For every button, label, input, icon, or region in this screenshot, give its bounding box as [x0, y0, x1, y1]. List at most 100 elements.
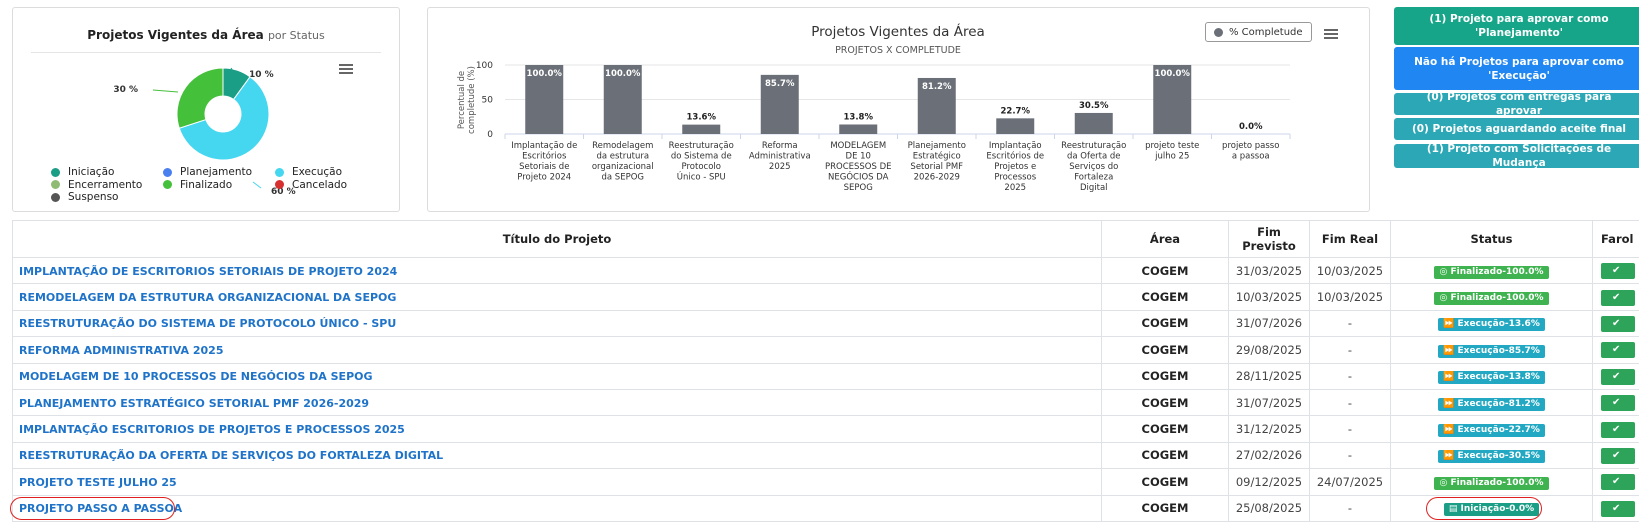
fim-real-cell: -	[1309, 362, 1391, 390]
farol-check-icon[interactable]: ✔	[1601, 289, 1635, 306]
area-cell: COGEM	[1101, 441, 1229, 470]
project-title-link[interactable]: REFORMA ADMINISTRATIVA 2025	[19, 343, 224, 357]
donut-legend-item[interactable]: Planejamento	[163, 166, 275, 178]
project-title-link[interactable]: IMPLANTAÇÃO ESCRITORIOS DE PROJETOS E PR…	[19, 423, 405, 437]
project-title-link[interactable]: PLANEJAMENTO ESTRATÉGICO SETORIAL PMF 20…	[19, 396, 370, 410]
side-action-button-3[interactable]: (0) Projetos aguardando aceite final	[1394, 118, 1639, 140]
fast-forward-icon: ⏩	[1443, 372, 1458, 383]
project-title-link[interactable]: REMODELAGEM DA ESTRUTURA ORGANIZACIONAL …	[19, 291, 397, 305]
header-fim-previsto[interactable]: Fim Previsto	[1228, 220, 1310, 258]
status-badge[interactable]: ⏩ Execução-85.7%	[1438, 344, 1545, 358]
donut-legend-item[interactable]: Suspenso	[51, 191, 163, 203]
legend-dot-icon	[51, 167, 60, 177]
bar-5[interactable]	[917, 77, 956, 134]
status-badge[interactable]: ⏩ Execução-13.8%	[1438, 371, 1545, 385]
status-badge[interactable]: ⏩ Execução-22.7%	[1438, 424, 1545, 438]
bar-chart-subtitle: PROJETOS X COMPLETUDE	[835, 45, 961, 56]
farol-check-icon[interactable]: ✔	[1601, 395, 1635, 412]
bar-6[interactable]	[996, 118, 1035, 134]
side-action-button-2[interactable]: (0) Projetos com entregas para aprovar	[1394, 91, 1639, 117]
bar-3[interactable]	[760, 74, 799, 134]
status-badge[interactable]: ◎ Finalizado-100.0%	[1434, 292, 1549, 306]
project-title-link[interactable]: REESTRUTURAÇÃO DA OFERTA DE SERVIÇOS DO …	[19, 449, 444, 463]
bar-legend[interactable]: % Completude	[1205, 22, 1312, 42]
donut-slice-2[interactable]	[176, 67, 224, 129]
farol-cell: ✔	[1592, 388, 1639, 417]
farol-check-icon[interactable]: ✔	[1601, 447, 1635, 464]
bar-0[interactable]	[525, 65, 564, 134]
area-cell: COGEM	[1101, 336, 1229, 364]
table-row: IMPLANTAÇÃO DE ESCRITORIOS SETORIAIS DE …	[12, 256, 1639, 285]
farol-cell: ✔	[1592, 309, 1639, 338]
farol-check-icon[interactable]: ✔	[1601, 342, 1635, 359]
donut-slice-1[interactable]	[178, 76, 270, 161]
status-badge-label: Execução-13.8%	[1457, 372, 1540, 383]
bar-7[interactable]	[1074, 112, 1113, 134]
farol-check-icon[interactable]: ✔	[1601, 368, 1635, 385]
donut-legend-item[interactable]: Encerramento	[51, 179, 163, 191]
status-badge[interactable]: ◎ Finalizado-100.0%	[1434, 265, 1549, 279]
farol-check-icon[interactable]: ✔	[1601, 474, 1635, 491]
donut-menu-icon[interactable]	[339, 64, 353, 74]
fim-real-cell: 10/03/2025	[1309, 283, 1391, 311]
farol-check-icon[interactable]: ✔	[1601, 421, 1635, 438]
bar-category-label-5: Planejamento Estratégico Setorial PMF 2026-…	[908, 141, 966, 183]
status-badge[interactable]: ▤ Iniciação-0.0%	[1443, 503, 1540, 517]
header-area[interactable]: Área	[1101, 220, 1229, 258]
donut-connector-2	[152, 89, 179, 93]
donut-legend-item[interactable]: Iniciação	[51, 166, 163, 178]
bar-category-label-6: Implantação Escritórios de Projetos e Proce…	[986, 141, 1044, 193]
title-cell: REESTRUTURAÇÃO DO SISTEMA DE PROTOCOLO Ú…	[12, 309, 1102, 338]
status-cell: ⏩ Execução-30.5%	[1390, 441, 1593, 470]
bar-2[interactable]	[682, 124, 721, 134]
header-status[interactable]: Status	[1390, 220, 1593, 258]
project-title-link[interactable]: PROJETO TESTE JULHO 25	[19, 475, 177, 489]
farol-check-icon[interactable]: ✔	[1601, 500, 1635, 517]
legend-label: Iniciação	[68, 166, 115, 179]
status-badge[interactable]: ◎ Finalizado-100.0%	[1434, 476, 1549, 490]
side-action-button-1[interactable]: Não há Projetos para aprovar como 'Execuç…	[1394, 47, 1639, 90]
bar-1[interactable]	[603, 65, 642, 134]
title-cell: IMPLANTAÇÃO ESCRITORIOS DE PROJETOS E PR…	[12, 415, 1102, 443]
title-cell: REMODELAGEM DA ESTRUTURA ORGANIZACIONAL …	[12, 283, 1102, 311]
project-title-link[interactable]: IMPLANTAÇÃO DE ESCRITORIOS SETORIAIS DE …	[19, 264, 398, 278]
status-badge[interactable]: ⏩ Execução-81.2%	[1438, 397, 1545, 411]
fast-forward-icon: ⏩	[1443, 451, 1458, 462]
project-title-link[interactable]: REESTRUTURAÇÃO DO SISTEMA DE PROTOCOLO Ú…	[19, 317, 397, 331]
fim-real-cell: -	[1309, 494, 1391, 522]
side-action-button-0[interactable]: (1) Projeto para aprovar como 'Planejamen…	[1394, 7, 1639, 45]
donut-legend-item[interactable]: Execução	[275, 166, 387, 178]
side-action-button-4[interactable]: (1) Projeto com Solicitações de Mudança	[1394, 143, 1639, 169]
donut-slice-label-2: 30 %	[113, 85, 138, 95]
bar-y-tick-label: 100	[476, 61, 493, 71]
status-badge[interactable]: ⏩ Execução-30.5%	[1438, 450, 1545, 464]
donut-slice-label-0: 10 %	[249, 70, 274, 80]
status-cell: ⏩ Execução-13.6%	[1390, 309, 1593, 338]
status-cell: ⏩ Execução-13.8%	[1390, 362, 1593, 390]
status-badge-label: Execução-22.7%	[1457, 425, 1540, 436]
fim-real-cell: -	[1309, 441, 1391, 470]
donut-legend-item[interactable]: Finalizado	[163, 179, 275, 191]
farol-check-icon[interactable]: ✔	[1601, 315, 1635, 332]
status-badge-label: Execução-30.5%	[1457, 451, 1540, 462]
donut-legend-row: Iniciação Planejamento Execução	[51, 166, 387, 179]
header-farol[interactable]: Farol	[1592, 220, 1639, 258]
bar-4[interactable]	[839, 124, 878, 134]
bar-value-label-8: 100.0%	[1155, 69, 1191, 79]
donut-legend-item[interactable]: Cancelado	[275, 179, 387, 191]
table-row: PROJETO PASSO A PASSOA COGEM 25/08/2025- ▤ …	[12, 494, 1639, 522]
fim-real-cell: -	[1309, 336, 1391, 364]
status-badge[interactable]: ⏩ Execução-13.6%	[1438, 318, 1545, 332]
legend-dot-icon	[51, 180, 60, 190]
donut-connector-0	[230, 67, 240, 81]
bar-value-label-0: 100.0%	[527, 69, 563, 79]
donut-legend-row: Suspenso	[51, 191, 387, 204]
bar-8[interactable]	[1153, 65, 1192, 134]
header-titulo[interactable]: Título do Projeto	[12, 220, 1102, 258]
bar-menu-icon[interactable]	[1324, 29, 1338, 39]
project-title-link[interactable]: MODELAGEM DE 10 PROCESSOS DE NEGÓCIOS DA…	[19, 370, 373, 384]
farol-check-icon[interactable]: ✔	[1601, 263, 1635, 280]
project-title-link[interactable]: PROJETO PASSO A PASSOA	[19, 502, 183, 516]
header-fim-real[interactable]: Fim Real	[1309, 220, 1391, 258]
status-cell: ◎ Finalizado-100.0%	[1390, 256, 1593, 285]
